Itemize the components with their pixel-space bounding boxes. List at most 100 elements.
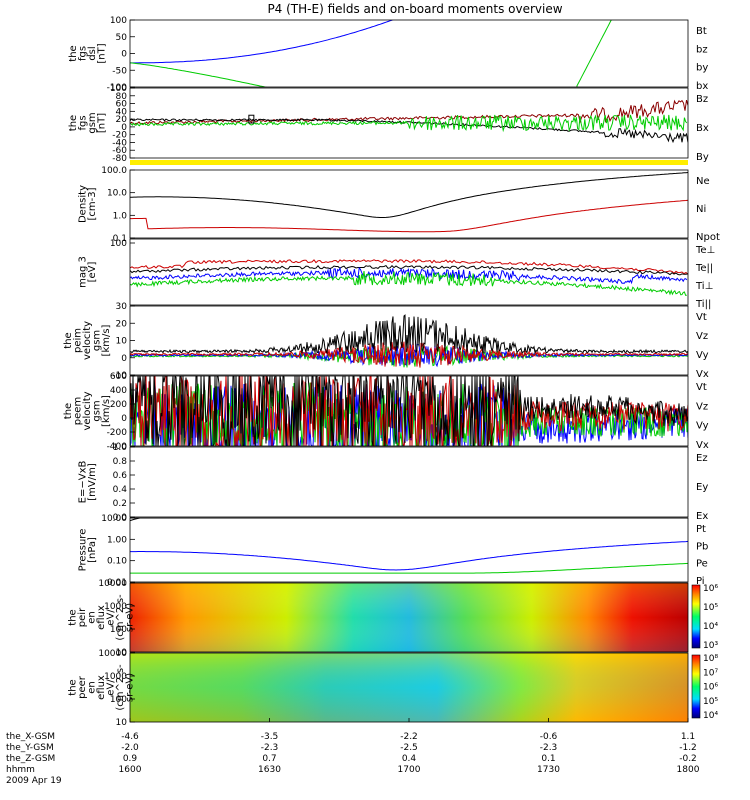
ephem-value: -2.2 bbox=[400, 732, 418, 742]
line-Ne bbox=[130, 199, 688, 233]
ylabel-elec_spec: (cm^2-s- bbox=[115, 664, 126, 711]
legend-velocity_gsm: Vt bbox=[696, 312, 707, 323]
legend-temperature: Te|| bbox=[695, 263, 713, 274]
ytick-label: 10 bbox=[116, 718, 128, 728]
ytick-label: -50 bbox=[112, 66, 127, 76]
legend-density: Ni bbox=[696, 204, 706, 215]
ephem-value: 1.1 bbox=[681, 732, 695, 742]
line-Vt bbox=[130, 314, 688, 355]
ylabel-velocity_peem: peem bbox=[73, 397, 84, 425]
legend-fgs_dsl: bz bbox=[696, 44, 708, 55]
legend-fgs_gsm: By bbox=[696, 152, 709, 163]
line-Te-par bbox=[130, 264, 688, 276]
legend-fgs_gsm: Bx bbox=[696, 123, 709, 134]
panel-ion_spec: 10⁶ 10⁵ 10⁴ 10³ 10000 1000 100 10 thepeireneflux… bbox=[68, 579, 719, 658]
figure-title: P4 (TH-E) fields and on-board moments ov… bbox=[267, 2, 562, 16]
ephem-value: -1.2 bbox=[679, 743, 697, 753]
ylabel-ion_spec: eflux bbox=[96, 605, 107, 630]
line-Vy bbox=[130, 382, 688, 446]
ytick-label: 1.0 bbox=[113, 443, 128, 453]
panel-efield: 1.0 0.8 0.6 0.4 0.2 0.0 E=−VxB[mV/m] Ez Ey Ex bbox=[77, 443, 708, 523]
legend-fgs_dsl: Bt bbox=[696, 26, 707, 37]
ephem-value: 0.7 bbox=[262, 754, 276, 764]
ephem-label-x: the_X-GSM bbox=[6, 732, 55, 742]
ytick-label: 200 bbox=[110, 400, 127, 410]
colorbar-ion_spec bbox=[691, 584, 701, 649]
plot-density bbox=[130, 172, 688, 233]
ephem-value: 0.9 bbox=[123, 754, 138, 764]
ylabel-fgs_dsl: [nT] bbox=[96, 43, 107, 63]
ephem-value: -3.5 bbox=[261, 732, 279, 742]
legend-density: Npot bbox=[696, 232, 720, 243]
panel-density: 100.0 10.0 1.0 0.1 Density[cm-3] Ne Ni Npot bbox=[77, 166, 720, 244]
line-Ti-par bbox=[130, 271, 687, 296]
ylabel-velocity_peem: [km/s] bbox=[101, 395, 112, 427]
ytick-label: 10 bbox=[116, 337, 128, 347]
plot-velocity_gsm bbox=[130, 314, 688, 368]
ephem-value: 0.4 bbox=[402, 754, 417, 764]
ephem-value: -2.3 bbox=[540, 743, 558, 753]
colorbar-elec_spec bbox=[691, 654, 701, 719]
ephem-date: 2009 Apr 19 bbox=[6, 776, 62, 786]
ephem-value: -2.3 bbox=[261, 743, 279, 753]
panel-elec_spec: 10⁸ 10⁷ 10⁶ 10⁵ 10⁴ 10000 1000 100 10 thepeerenef… bbox=[68, 649, 719, 728]
ytick-label: 50 bbox=[116, 33, 128, 43]
panel-pressure: 10.00 1.00 0.10 0.01 Pressure[nPa] Pt Pb Pe Pi bbox=[77, 514, 708, 588]
ytick-label: 10000 bbox=[98, 649, 127, 659]
frame-ion_spec bbox=[129, 582, 689, 653]
ephem-value: 1700 bbox=[398, 765, 421, 775]
ytick-label: 10000 bbox=[98, 579, 127, 589]
ylabel-ion_spec: peir bbox=[77, 607, 88, 627]
line-By bbox=[130, 114, 688, 133]
ylabel-velocity_peem: velocity bbox=[82, 391, 93, 430]
ylabel-fgs_gsm: fgs bbox=[77, 115, 88, 130]
colorbar-label: 10⁶ bbox=[703, 584, 718, 594]
ephem-value: 1600 bbox=[119, 765, 142, 775]
ylabel-temperature: mag 3 bbox=[77, 256, 88, 288]
ylabel-elec_spec: eflux bbox=[96, 675, 107, 700]
ytick-label: 0.6 bbox=[113, 471, 128, 481]
ytick-label: 100 bbox=[110, 625, 127, 635]
ytick-label: 0 bbox=[121, 123, 127, 133]
ytick-label: 600 bbox=[110, 372, 127, 382]
ylabel-elec_spec: eV/ bbox=[106, 679, 117, 696]
ylabel-ion_spec: sr-eV) bbox=[125, 603, 136, 632]
legend-fgs_dsl: bx bbox=[696, 81, 708, 92]
ephem-value: -0.2 bbox=[679, 754, 697, 764]
panels: 100500-50-100thefgsdsl[nT]Btbzbybx100806… bbox=[63, 16, 720, 728]
ytick-label: 0.1 bbox=[113, 234, 127, 244]
ephem-value: 0.1 bbox=[541, 754, 555, 764]
frame-density bbox=[129, 169, 689, 239]
ytick-label: 10 bbox=[116, 648, 128, 658]
plot-fgs_dsl bbox=[130, 20, 612, 87]
frame-velocity_peem bbox=[129, 375, 689, 447]
ephem-value: -4.6 bbox=[121, 732, 139, 742]
ytick-label: 100.0 bbox=[101, 166, 127, 176]
legend-pressure: Pe bbox=[696, 559, 708, 570]
colorbar-label: 10⁶ bbox=[703, 683, 718, 693]
colorbar-label: 10⁴ bbox=[703, 711, 718, 721]
legend-velocity_peem: Vy bbox=[696, 421, 709, 432]
gsm-step bbox=[248, 114, 255, 124]
ephem-value: 1630 bbox=[258, 765, 281, 775]
ytick-label: 100 bbox=[110, 16, 127, 26]
ytick-label: 1000 bbox=[104, 602, 127, 612]
ylabel-fgs_dsl: dsl bbox=[87, 46, 98, 60]
ephem-value: -2.5 bbox=[400, 743, 418, 753]
legend-temperature: Ti|| bbox=[695, 299, 711, 310]
ytick-label: 80 bbox=[116, 92, 128, 102]
ylabel-fgs_gsm: gsm bbox=[87, 112, 98, 133]
ytick-label: 10.00 bbox=[101, 514, 127, 524]
ytick-label: 30 bbox=[116, 302, 128, 312]
ylabel-velocity_gsm: velocity bbox=[82, 321, 93, 360]
legend-pressure: Pt bbox=[696, 524, 706, 535]
ytick-label: -10 bbox=[112, 371, 127, 381]
ytick-label: -100 bbox=[107, 83, 128, 93]
ytick-label: 20 bbox=[116, 319, 128, 329]
ylabel-elec_spec: en bbox=[87, 681, 98, 694]
legend-efield: Ex bbox=[696, 511, 708, 522]
ylabel-fgs_dsl: fgs bbox=[77, 46, 88, 61]
ytick-label: -20 bbox=[112, 131, 127, 141]
